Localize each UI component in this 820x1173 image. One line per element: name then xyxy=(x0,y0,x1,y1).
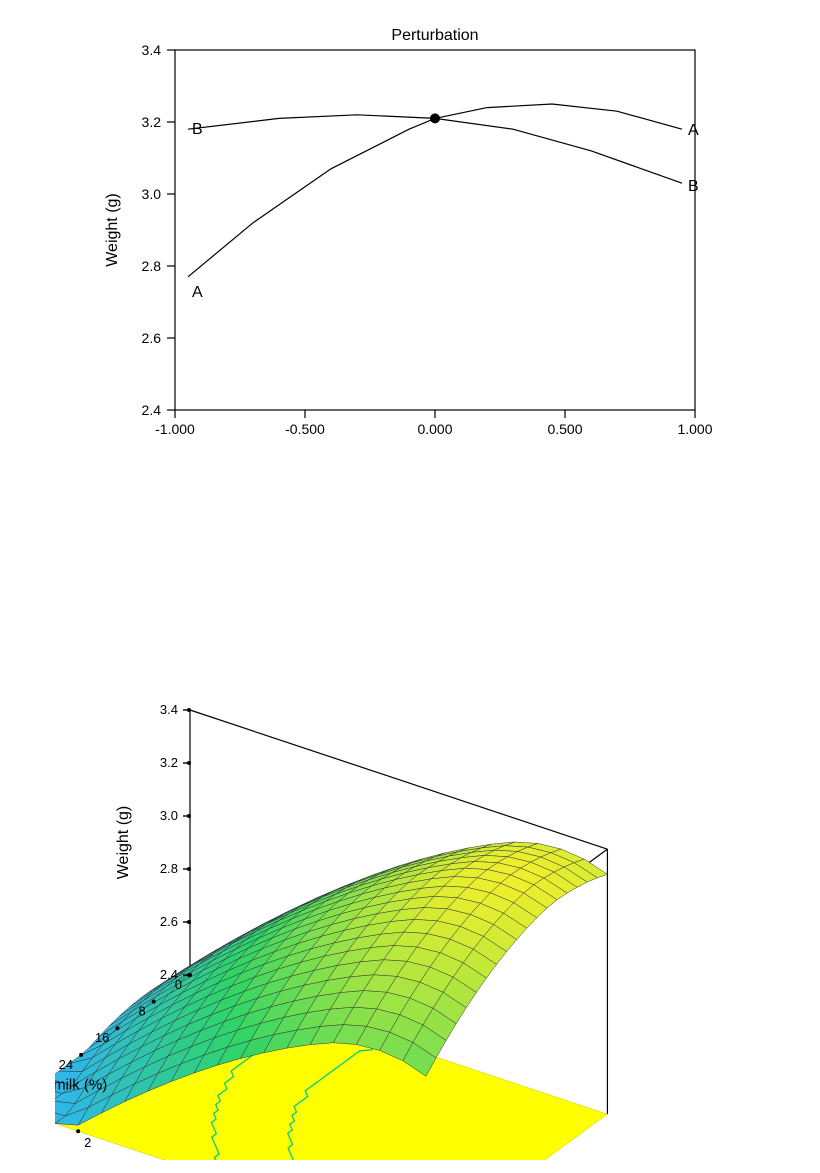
surface-svg: 2.42.62.83.03.23.4Weight (g)025710120816… xyxy=(55,620,775,1160)
svg-text:3.0: 3.0 xyxy=(160,808,178,823)
svg-text:-0.500: -0.500 xyxy=(285,421,325,437)
svg-text:16: 16 xyxy=(95,1030,109,1045)
svg-text:2.6: 2.6 xyxy=(142,330,162,346)
svg-text:1.000: 1.000 xyxy=(677,421,712,437)
svg-text:2.8: 2.8 xyxy=(160,861,178,876)
svg-text:2.8: 2.8 xyxy=(142,258,162,274)
chart-title: Perturbation xyxy=(391,27,478,44)
svg-text:3.0: 3.0 xyxy=(142,186,162,202)
svg-text:A: A xyxy=(192,284,203,301)
perturbation-plot: Perturbation 2.4 2.6 2.8 3.0 3.2 3.4 -1.000 -0.5… xyxy=(95,10,735,470)
svg-text:2.4: 2.4 xyxy=(142,402,162,418)
svg-text:3.2: 3.2 xyxy=(142,114,162,130)
svg-text:0.000: 0.000 xyxy=(417,421,452,437)
surface-plot: 2.42.62.83.03.23.4Weight (g)025710120816… xyxy=(55,620,775,1160)
svg-text:0.500: 0.500 xyxy=(547,421,582,437)
svg-text:3.4: 3.4 xyxy=(160,702,178,717)
perturbation-svg: Perturbation 2.4 2.6 2.8 3.0 3.2 3.4 -1.000 -0.5… xyxy=(95,10,735,470)
svg-text:8: 8 xyxy=(138,1004,145,1019)
svg-text:3.2: 3.2 xyxy=(160,755,178,770)
svg-text:2: 2 xyxy=(84,1135,91,1150)
svg-text:0: 0 xyxy=(175,977,182,992)
svg-text:2.6: 2.6 xyxy=(160,914,178,929)
svg-text:B: B xyxy=(192,121,203,138)
svg-text:24: 24 xyxy=(59,1057,73,1072)
y-axis-label: B: Soybean milk (%) xyxy=(55,1077,107,1094)
svg-text:B: B xyxy=(688,178,699,195)
z-axis-label: Weight (g) xyxy=(115,806,132,880)
svg-text:A: A xyxy=(688,122,699,139)
y-axis-label: Weight (g) xyxy=(104,193,121,267)
svg-text:3.4: 3.4 xyxy=(142,42,162,58)
svg-text:-1.000: -1.000 xyxy=(155,421,195,437)
